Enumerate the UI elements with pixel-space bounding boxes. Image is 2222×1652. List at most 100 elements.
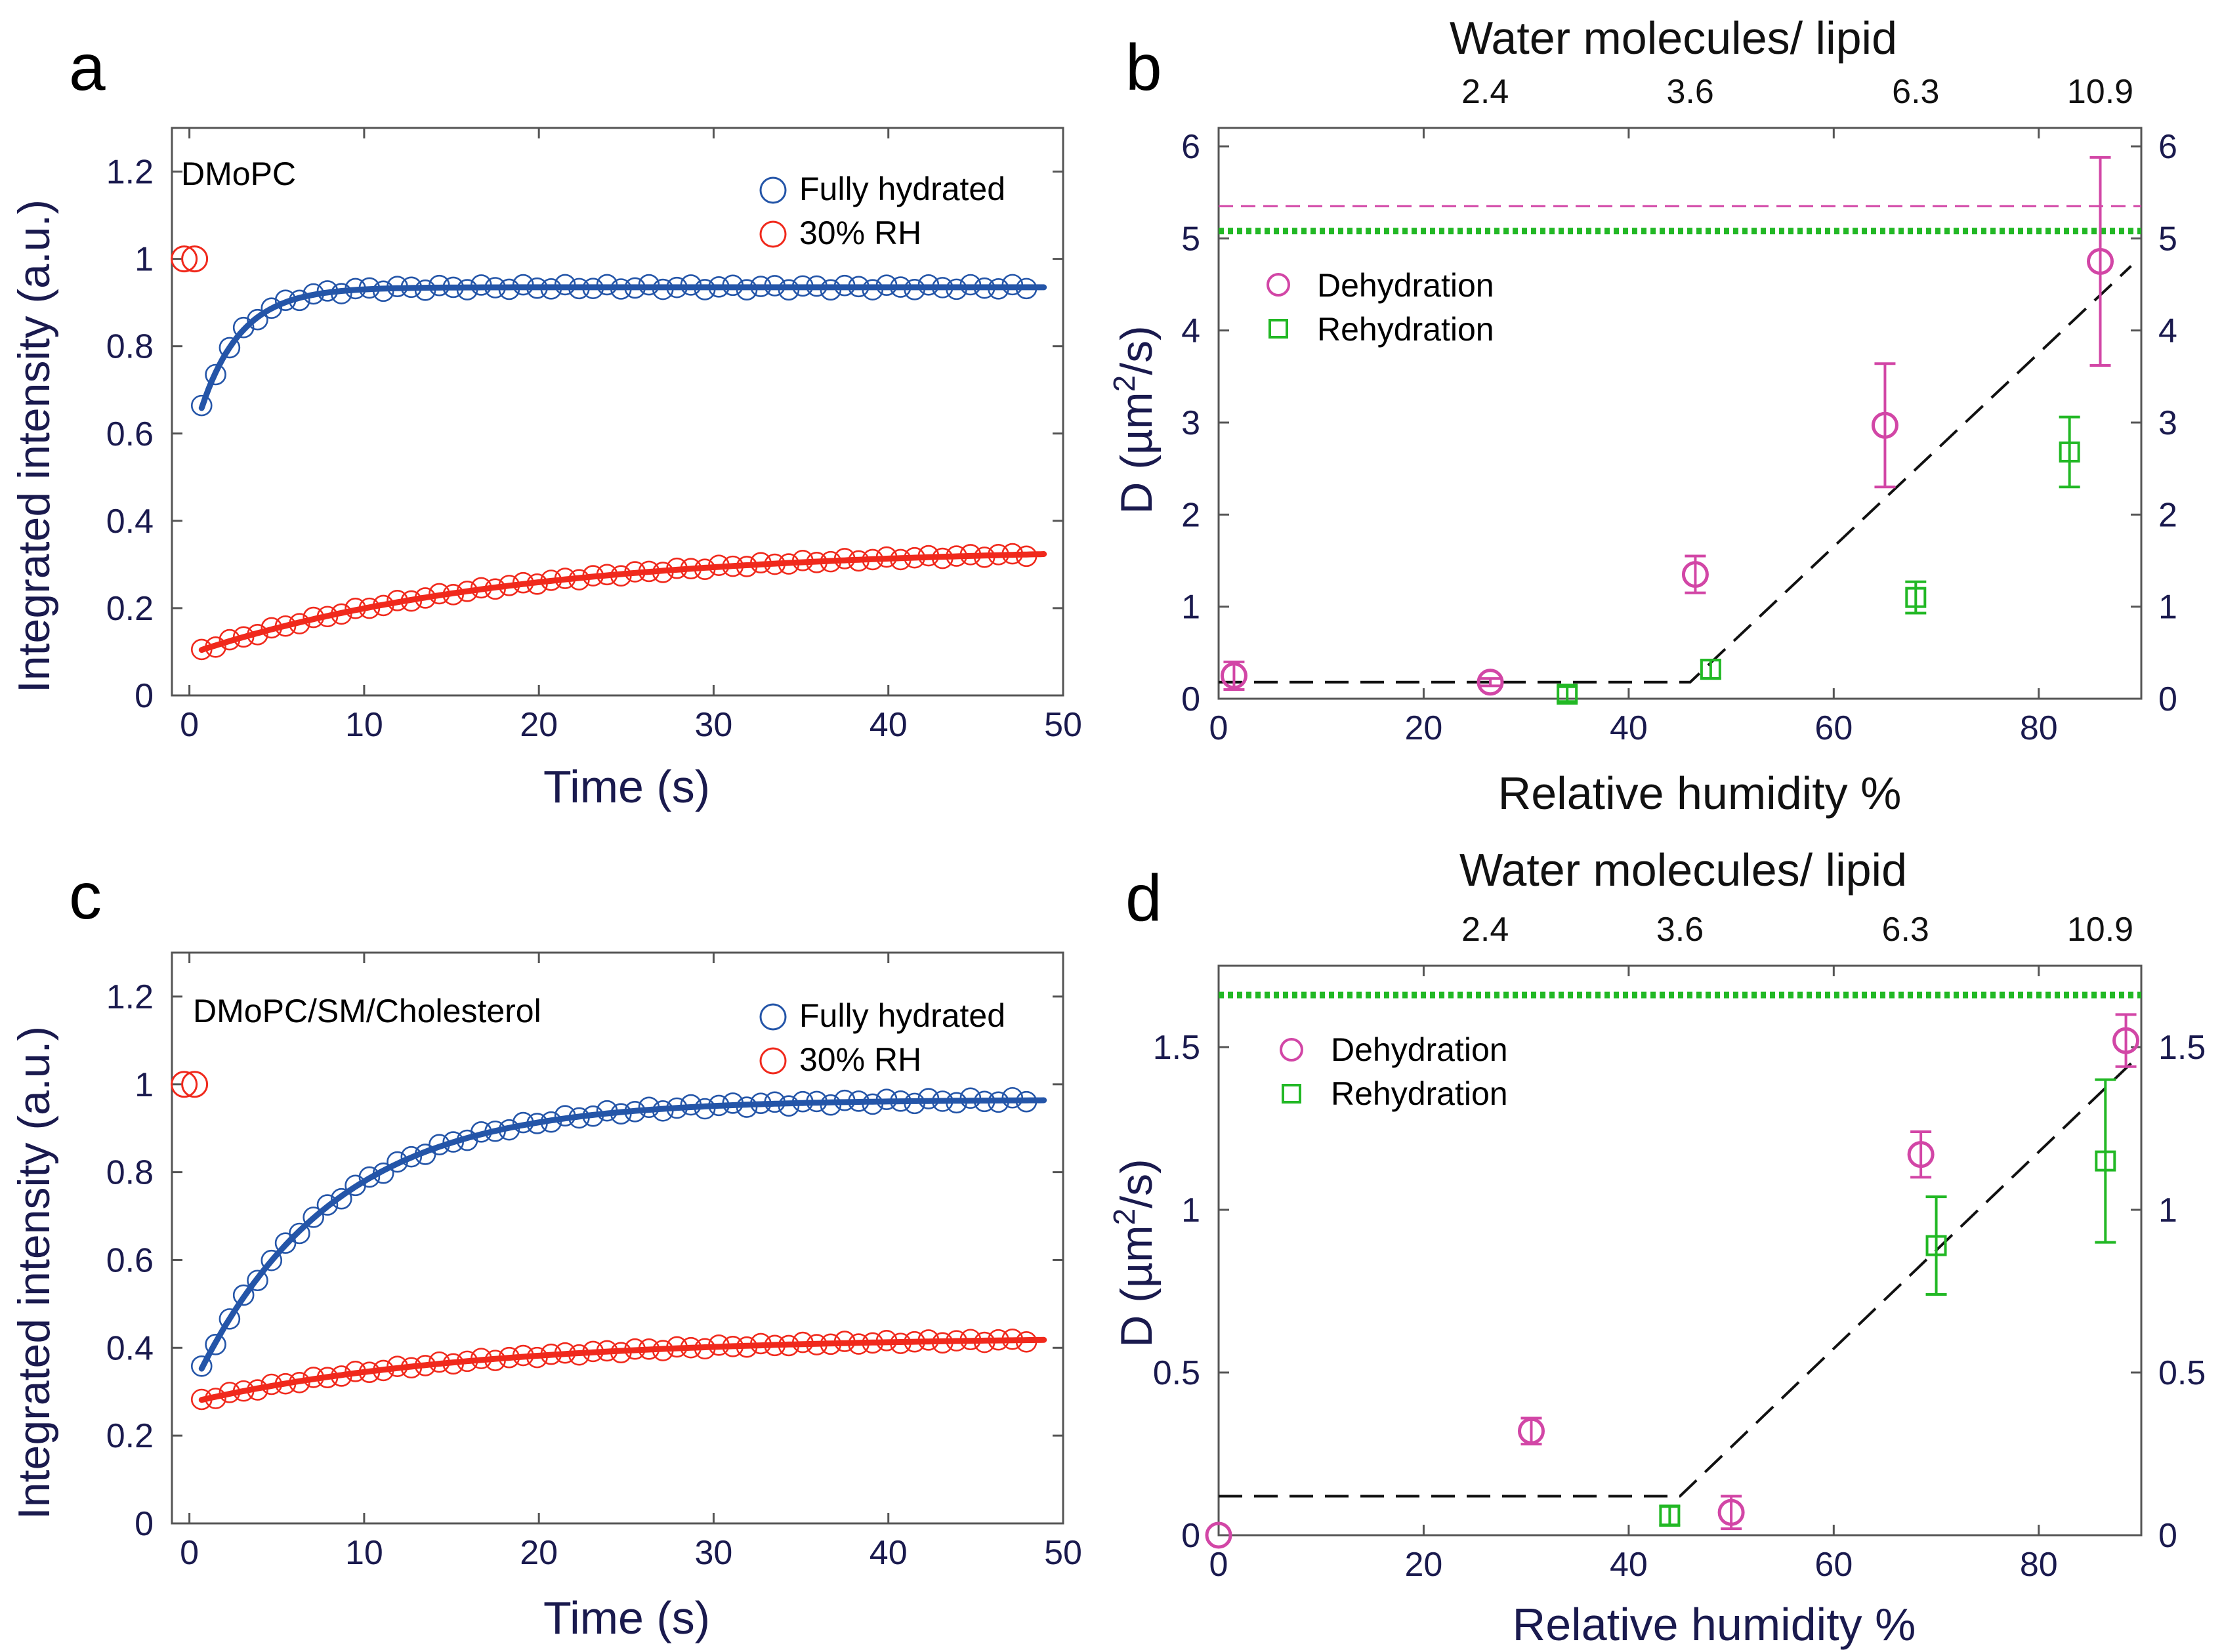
legend-marker-fully-hydrated	[759, 1003, 787, 1031]
x-tick-label: 20	[1405, 1546, 1443, 1584]
x-tick-label: 40	[1610, 709, 1648, 747]
x-tick-label: 10	[345, 1534, 383, 1572]
y-tick-label: 4	[1181, 312, 1200, 350]
sample-annotation: DMoPC	[181, 155, 296, 192]
y-tick-label: 0.6	[106, 1241, 154, 1279]
data-point-fully-hydrated	[232, 316, 255, 339]
data-point-rehydration	[1700, 659, 1721, 680]
y-tick-label: 0.2	[106, 1417, 154, 1455]
prebleach-point	[171, 1071, 198, 1098]
top-tick-label: 6.3	[1892, 73, 1939, 111]
legend-marker-30rh	[759, 1047, 787, 1075]
y-tick-label: 0.8	[106, 1154, 154, 1192]
data-point-fully-hydrated	[219, 337, 241, 359]
x-axis-label: Time (s)	[543, 1592, 710, 1643]
data-point-fully-hydrated	[303, 1207, 324, 1228]
y-axis-label-sup: 2	[1107, 375, 1141, 392]
y-tick-label-right: 3	[2158, 404, 2177, 442]
y-axis-label: Integrated intensity (a.u.)	[9, 199, 59, 693]
fit-line-fully-hydrated	[198, 284, 1047, 411]
data-point-dehydration	[1517, 1417, 1545, 1445]
x-tick-label: 0	[1209, 709, 1228, 747]
data-point-fully-hydrated	[219, 1308, 241, 1330]
x-tick-label: 60	[1814, 709, 1853, 747]
data-point-fully-hydrated	[289, 1222, 310, 1245]
x-tick-label: 80	[2020, 1546, 2058, 1584]
fit-line-30rh	[198, 1336, 1047, 1403]
fit-line-30rh	[198, 551, 1047, 653]
x-tick-label: 50	[1044, 706, 1082, 744]
plot-frame	[171, 127, 1064, 697]
data-point-dehydration	[1717, 1498, 1745, 1526]
y-tick-label: 1	[1181, 589, 1200, 627]
top-axis-title: Water molecules/ lipid	[1459, 844, 1907, 896]
legend-label-30rh: 30% RH	[799, 215, 921, 251]
x-tick-label: 0	[180, 706, 199, 744]
data-point-fully-hydrated	[261, 1249, 283, 1271]
top-tick-label: 10.9	[2067, 911, 2133, 949]
legend-label-30rh: 30% RH	[799, 1041, 921, 1078]
panel-d: d Water molecules/ lipid Relative humidi…	[1107, 844, 2206, 1650]
fit-line-fully-hydrated	[198, 1097, 1047, 1372]
y-tick-label: 0.2	[106, 590, 154, 628]
x-tick-label: 30	[695, 706, 733, 744]
data-point-rehydration	[1557, 683, 1578, 705]
legend-label-fully-hydrated: Fully hydrated	[799, 171, 1005, 207]
data-point-fully-hydrated	[330, 1187, 352, 1210]
y-tick-label: 0	[135, 677, 154, 715]
x-axis-label: Time (s)	[543, 761, 710, 812]
y-axis-label: D (µm2/s)	[1107, 1159, 1162, 1348]
y-tick-label: 0	[1181, 1517, 1200, 1555]
data-point-fully-hydrated	[316, 1194, 339, 1216]
top-tick-label: 3.6	[1666, 73, 1713, 111]
y-tick-label: 0.5	[1153, 1354, 1200, 1392]
data-point-dehydration	[1205, 1521, 1232, 1549]
y-tick-label: 1	[1181, 1191, 1200, 1229]
y-tick-label: 5	[1181, 220, 1200, 258]
x-tick-label: 40	[1610, 1546, 1648, 1584]
legend-label-fully-hydrated: Fully hydrated	[799, 997, 1005, 1034]
data-point-dehydration	[1871, 411, 1898, 439]
panel-label-b: b	[1125, 31, 1162, 104]
x-tick-label: 20	[520, 706, 558, 744]
x-tick-label: 20	[1405, 709, 1443, 747]
data-point-fully-hydrated	[261, 297, 283, 320]
legend-label-dehydration: Dehydration	[1331, 1031, 1508, 1068]
y-tick-label-right: 1.5	[2158, 1029, 2206, 1067]
data-point-dehydration	[2112, 1027, 2140, 1054]
sample-annotation: DMoPC/SM/Cholesterol	[193, 993, 541, 1029]
top-tick-label: 3.6	[1656, 911, 1704, 949]
y-tick-label-right: 5	[2158, 220, 2177, 258]
top-tick-label: 10.9	[2067, 73, 2133, 111]
y-tick-label: 2	[1181, 496, 1200, 534]
y-tick-label-right: 4	[2158, 312, 2177, 350]
x-tick-label: 60	[1814, 1546, 1853, 1584]
x-tick-label: 50	[1044, 1534, 1082, 1572]
legend-marker-dehydration	[1267, 273, 1290, 297]
y-tick-label-right: 0	[2158, 680, 2177, 718]
legend-marker-rehydration	[1268, 319, 1288, 339]
x-tick-label: 0	[180, 1534, 199, 1572]
data-point-rehydration	[1905, 587, 1927, 608]
y-tick-label-right: 1	[2158, 1191, 2177, 1229]
x-tick-label: 40	[870, 706, 908, 744]
panel-a: a DMoPC Fully hydrated 30% RH Time (s) I…	[9, 31, 1082, 812]
data-point-dehydration	[2087, 247, 2114, 275]
data-point-rehydration	[1925, 1235, 1947, 1256]
x-axis-label: Relative humidity %	[1498, 768, 1902, 819]
prebleach-point	[181, 245, 209, 273]
panel-label-a: a	[69, 31, 106, 104]
top-tick-label: 2.4	[1461, 911, 1509, 949]
data-point-fully-hydrated	[190, 394, 213, 417]
y-tick-label: 0.4	[106, 1329, 154, 1367]
y-tick-label: 1	[135, 1066, 154, 1104]
x-tick-label: 0	[1209, 1546, 1228, 1584]
y-tick-label-right: 2	[2158, 496, 2177, 534]
top-tick-label: 2.4	[1461, 73, 1509, 111]
y-tick-label-right: 0	[2158, 1517, 2177, 1555]
data-point-rehydration	[1659, 1505, 1681, 1527]
legend-label-rehydration: Rehydration	[1331, 1075, 1508, 1112]
data-point-fully-hydrated	[400, 1146, 423, 1168]
legend-label-rehydration: Rehydration	[1317, 311, 1494, 348]
x-axis-label: Relative humidity %	[1513, 1599, 1916, 1650]
